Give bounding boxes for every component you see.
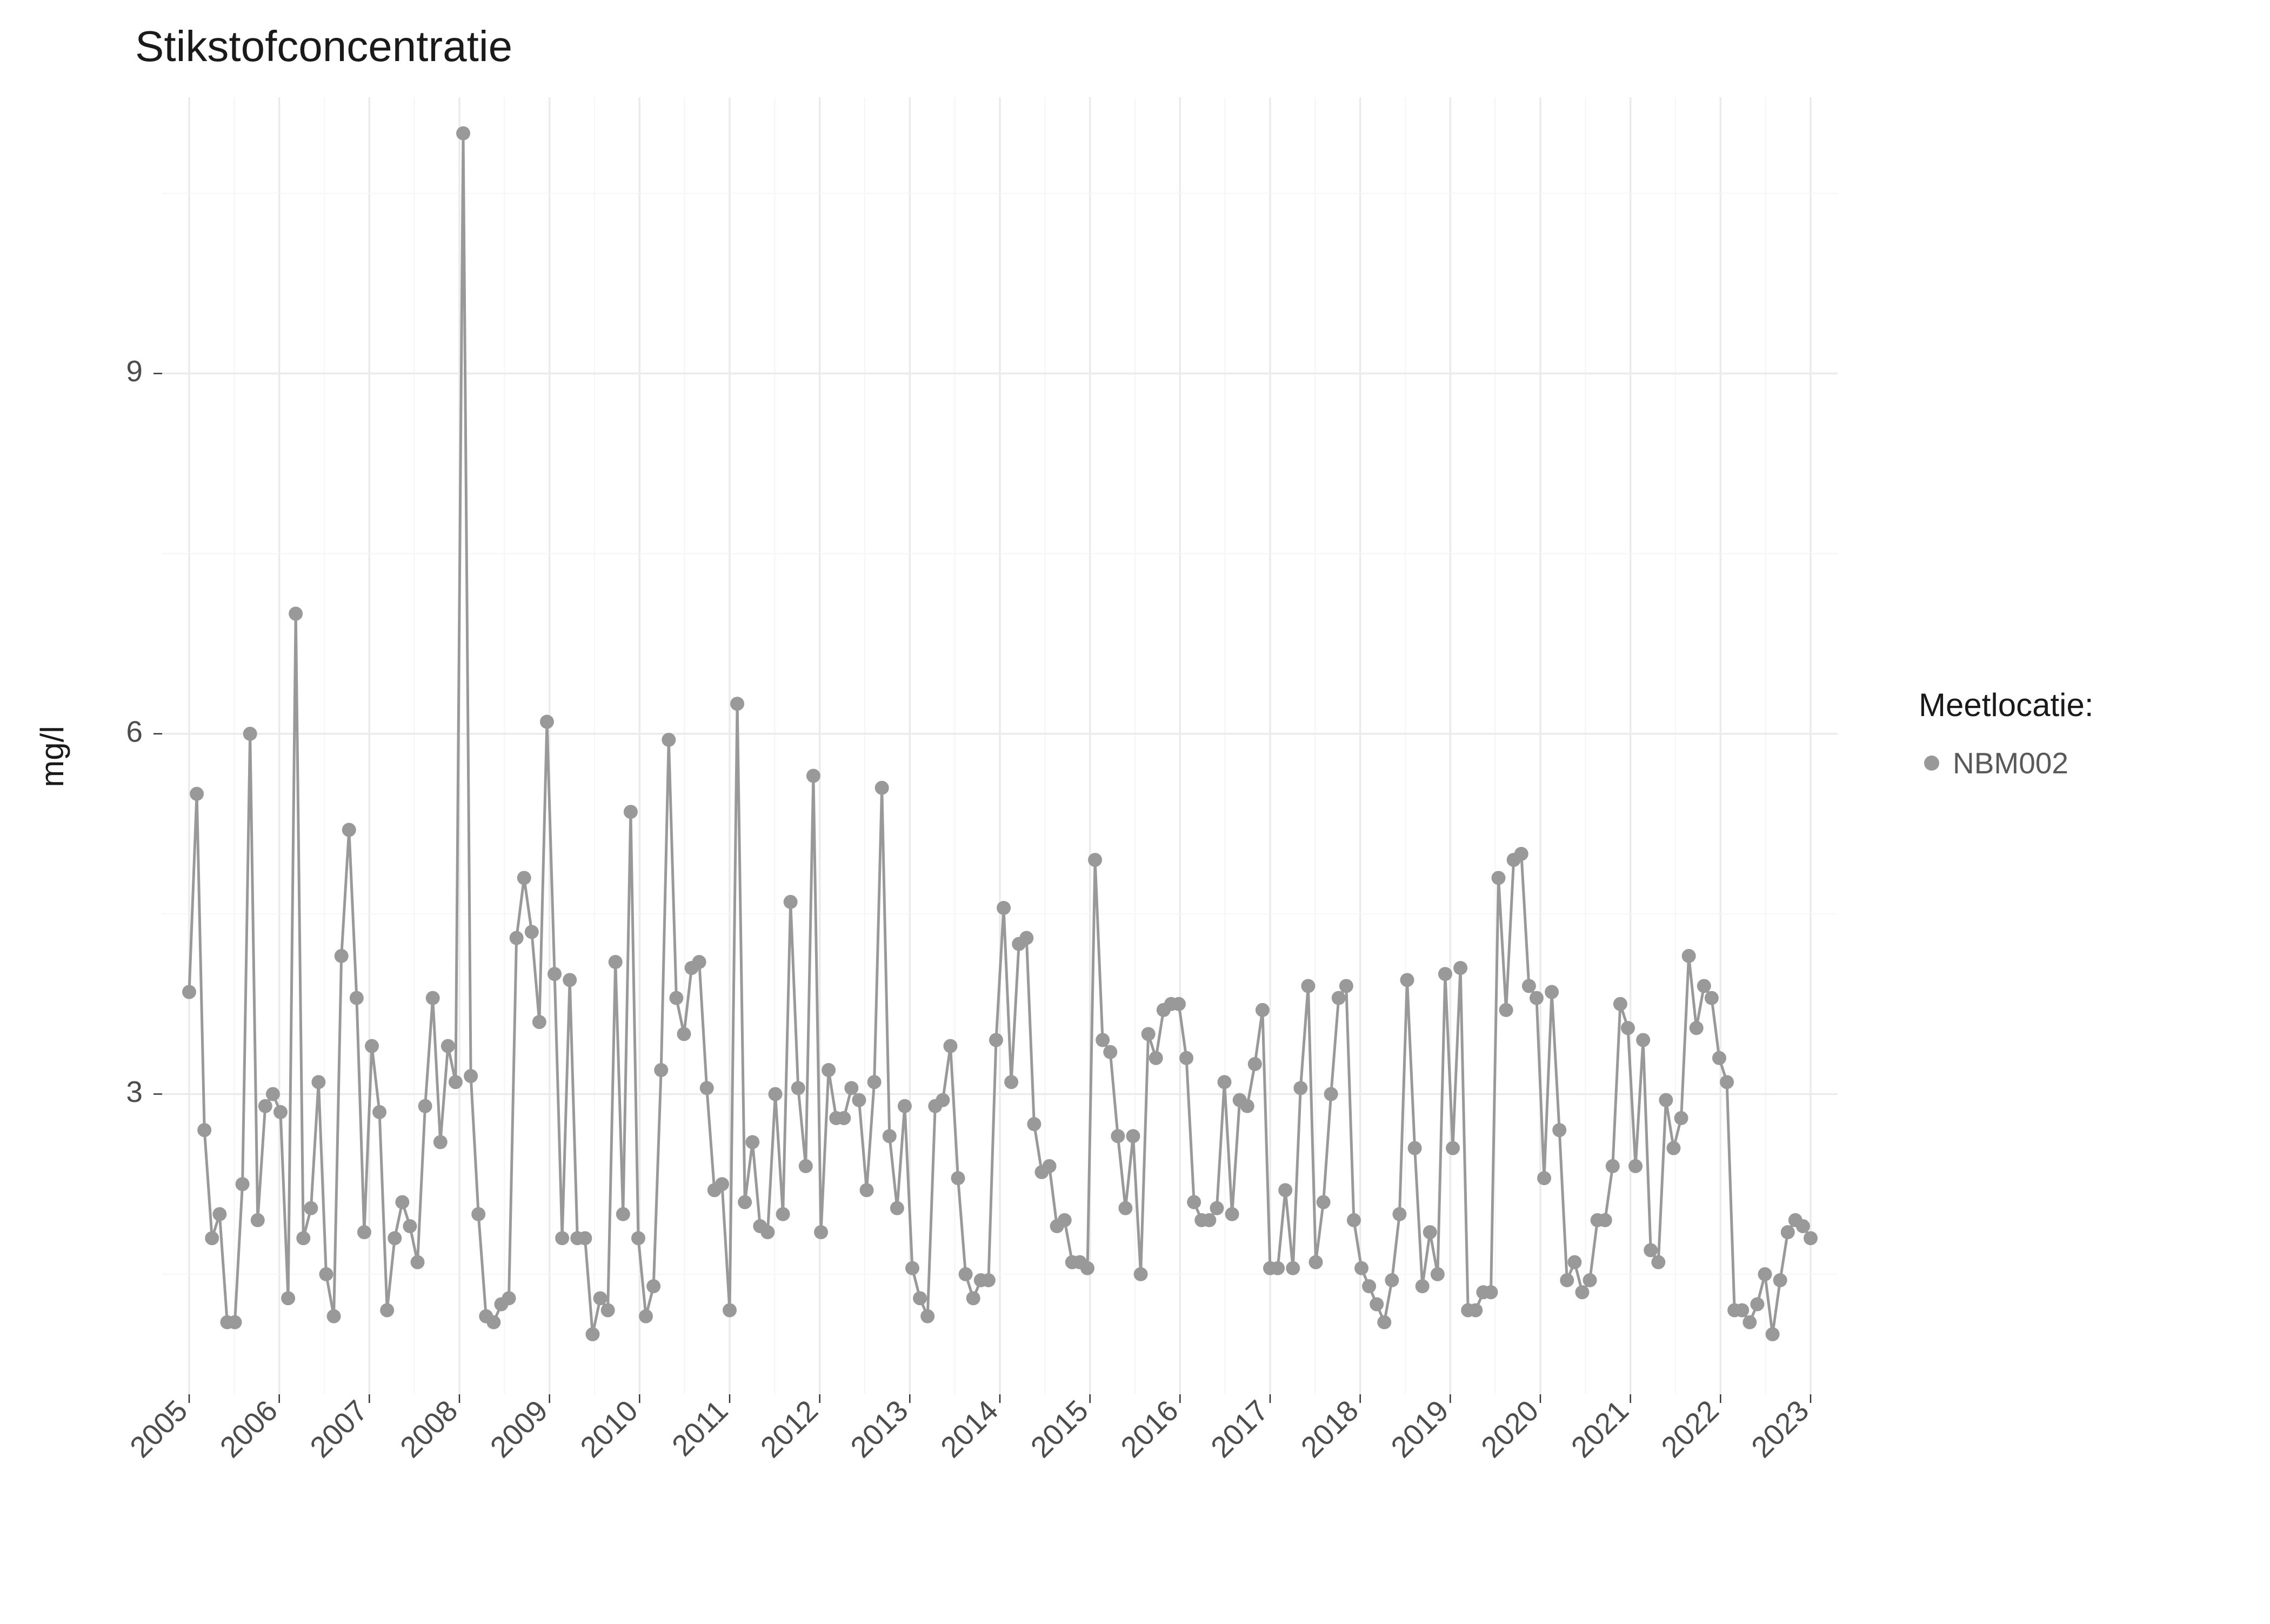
legend-item-label: NBM002 [1953,746,2068,780]
svg-text:2019: 2019 [1384,1394,1454,1464]
svg-text:2011: 2011 [665,1394,734,1462]
svg-text:2020: 2020 [1474,1394,1545,1464]
svg-text:2018: 2018 [1294,1394,1365,1464]
legend-title: Meetlocatie: [1919,686,2094,724]
svg-text:2007: 2007 [303,1394,373,1464]
svg-text:2016: 2016 [1114,1394,1184,1464]
plot-svg: 3 6 9 2005 2006 2007 2008 2009 2010 2011 2012 2013 2… [0,0,2270,1621]
legend-item: NBM002 [1924,746,2068,780]
svg-text:2023: 2023 [1745,1394,1815,1464]
svg-text:2021: 2021 [1565,1394,1635,1464]
svg-text:2006: 2006 [213,1394,284,1464]
svg-text:2022: 2022 [1654,1394,1725,1464]
svg-text:2015: 2015 [1024,1394,1094,1464]
svg-text:2009: 2009 [484,1394,554,1464]
svg-text:2010: 2010 [573,1394,644,1464]
y-axis-label: mg/l [34,726,71,787]
svg-text:2005: 2005 [123,1394,193,1464]
svg-text:2014: 2014 [934,1394,1004,1464]
svg-text:2012: 2012 [754,1394,824,1464]
chart-title: Stikstofconcentratie [135,22,512,71]
svg-text:2008: 2008 [393,1394,464,1464]
svg-text:9: 9 [126,355,143,388]
legend-dot-icon [1924,756,1939,771]
svg-text:6: 6 [126,714,143,748]
svg-text:2017: 2017 [1204,1394,1274,1464]
svg-text:3: 3 [126,1075,143,1108]
svg-text:2013: 2013 [844,1394,914,1464]
chart-root: Stikstofconcentratie mg/l 3 6 9 2005 2006 200… [0,0,2270,1621]
